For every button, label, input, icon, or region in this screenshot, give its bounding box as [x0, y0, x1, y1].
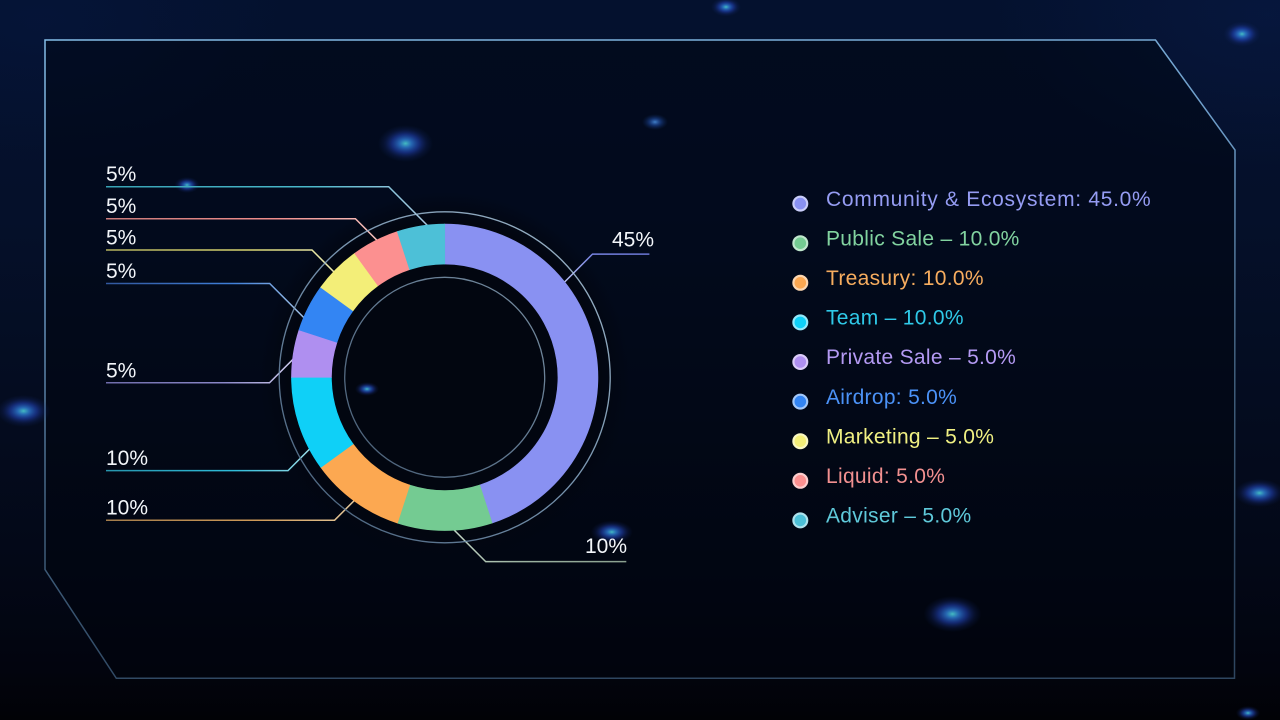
svg-text:5%: 5% [106, 195, 136, 218]
svg-text:5%: 5% [106, 227, 136, 250]
svg-text:5%: 5% [106, 260, 136, 283]
svg-text:Private Sale – 5.0%: Private Sale – 5.0% [826, 346, 1016, 369]
svg-text:Adviser – 5.0%: Adviser – 5.0% [826, 505, 971, 528]
svg-text:Liquid: 5.0%: Liquid: 5.0% [826, 465, 945, 488]
svg-text:5%: 5% [106, 163, 136, 186]
svg-text:Public Sale – 10.0%: Public Sale – 10.0% [826, 227, 1020, 250]
svg-text:Airdrop: 5.0%: Airdrop: 5.0% [826, 386, 957, 409]
svg-text:Community & Ecosystem: 45.0%: Community & Ecosystem: 45.0% [826, 188, 1151, 211]
svg-text:10%: 10% [106, 497, 148, 520]
svg-text:Marketing – 5.0%: Marketing – 5.0% [826, 425, 994, 448]
svg-text:Team – 10.0%: Team – 10.0% [826, 307, 964, 330]
svg-text:10%: 10% [106, 447, 148, 470]
svg-text:Treasury: 10.0%: Treasury: 10.0% [826, 267, 984, 290]
svg-text:10%: 10% [585, 535, 627, 558]
svg-text:5%: 5% [106, 359, 136, 382]
svg-text:45%: 45% [612, 229, 654, 252]
